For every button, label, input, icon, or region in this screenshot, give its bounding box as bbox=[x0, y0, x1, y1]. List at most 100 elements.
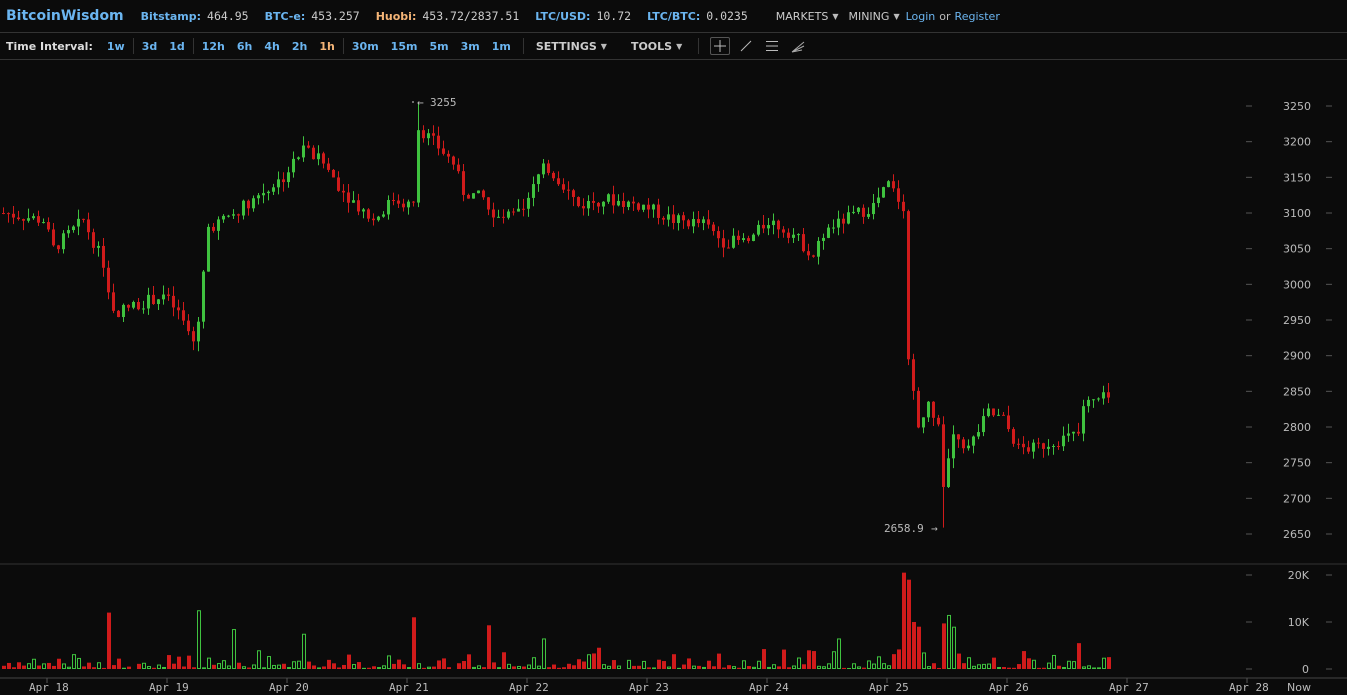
brand-logo[interactable]: BitcoinWisdom bbox=[6, 8, 124, 24]
price-chart[interactable]: 3250 3200 3150 3100 3050 3000 2950 2900 2850 2800… bbox=[0, 61, 1347, 695]
volume-bar bbox=[897, 649, 901, 669]
candle-body bbox=[92, 232, 95, 248]
volume-bar bbox=[832, 651, 836, 670]
candle-body bbox=[1067, 433, 1070, 436]
volume-bar bbox=[767, 666, 771, 670]
candle-body bbox=[87, 219, 90, 233]
time-interval-label: Time Interval: bbox=[6, 39, 93, 53]
top-bar: BitcoinWisdom Bitstamp: 464.95 BTC-e: 45… bbox=[0, 0, 1347, 33]
volume-bar bbox=[982, 663, 986, 670]
candle-body bbox=[292, 158, 295, 173]
interval-1d[interactable]: 1d bbox=[169, 39, 185, 53]
ticker-huobi-label[interactable]: Huobi: bbox=[375, 9, 417, 23]
login-link[interactable]: Login bbox=[905, 9, 936, 23]
candle-body bbox=[887, 181, 890, 188]
interval-4h[interactable]: 4h bbox=[264, 39, 280, 53]
ticker-btce-label[interactable]: BTC-e: bbox=[264, 9, 306, 23]
volume-bar bbox=[567, 663, 571, 669]
volume-bar bbox=[857, 666, 861, 669]
interval-1w[interactable]: 1w bbox=[106, 39, 125, 53]
candle-body bbox=[562, 184, 565, 190]
volume-bar bbox=[357, 662, 361, 669]
volume-bar bbox=[167, 655, 171, 670]
candle-body bbox=[282, 179, 285, 183]
candle-body bbox=[902, 201, 905, 212]
volume-bar bbox=[437, 660, 441, 670]
tools-menu[interactable]: TOOLS bbox=[630, 39, 673, 53]
candle-body bbox=[52, 229, 55, 246]
volume-bar bbox=[907, 579, 911, 670]
volume-bar bbox=[267, 656, 271, 670]
candle-body bbox=[552, 172, 555, 179]
chevron-down-icon: ▼ bbox=[893, 11, 900, 21]
ticker-bitstamp-label[interactable]: Bitstamp: bbox=[140, 9, 202, 23]
price-tick-label: 3050 bbox=[1283, 243, 1311, 256]
candle-body bbox=[892, 181, 895, 189]
time-tick-label: Apr 18 bbox=[29, 681, 69, 694]
interval-15m[interactable]: 15m bbox=[390, 39, 418, 53]
volume-bar bbox=[642, 660, 646, 669]
fan-icon[interactable] bbox=[788, 37, 808, 55]
interval-3d[interactable]: 3d bbox=[141, 39, 158, 53]
price-tick-label: 3100 bbox=[1283, 207, 1311, 220]
volume-bar bbox=[1087, 665, 1091, 669]
candle-body bbox=[532, 184, 535, 198]
price-tick-label: 2900 bbox=[1283, 350, 1311, 363]
candle-body bbox=[792, 234, 795, 238]
volume-bar bbox=[527, 664, 531, 669]
ticker-ltcbtc-label[interactable]: LTC/BTC: bbox=[647, 9, 701, 23]
candle-body bbox=[337, 177, 340, 191]
candle-body bbox=[227, 215, 230, 217]
candle-body bbox=[857, 207, 860, 212]
interval-1m[interactable]: 1m bbox=[491, 39, 511, 53]
candle-body bbox=[177, 307, 180, 311]
volume-bar bbox=[962, 663, 966, 670]
time-tick-label: Apr 27 bbox=[1109, 681, 1149, 694]
candle-body bbox=[747, 238, 750, 241]
time-tick-label: Apr 23 bbox=[629, 681, 669, 694]
price-tick-label: 3250 bbox=[1283, 100, 1311, 113]
candle-body bbox=[657, 204, 660, 218]
volume-bar bbox=[52, 665, 56, 670]
ticker-ltcusd-label[interactable]: LTC/USD: bbox=[535, 9, 591, 23]
candle-body bbox=[117, 310, 120, 318]
parallel-lines-icon[interactable] bbox=[762, 37, 782, 55]
candle-body bbox=[787, 232, 790, 238]
candle-body bbox=[1017, 443, 1020, 445]
interval-12h[interactable]: 12h bbox=[201, 39, 225, 53]
candle-body bbox=[497, 216, 500, 218]
interval-5m[interactable]: 5m bbox=[429, 39, 449, 53]
interval-1h[interactable]: 1h bbox=[319, 39, 335, 53]
candle-body bbox=[492, 209, 495, 218]
candle-body bbox=[822, 237, 825, 241]
time-tick-label: Apr 19 bbox=[149, 681, 189, 694]
register-link[interactable]: Register bbox=[954, 9, 1000, 23]
candle-body bbox=[927, 401, 930, 418]
crosshair-icon[interactable] bbox=[710, 37, 731, 55]
volume-bar bbox=[837, 638, 841, 670]
candle-body bbox=[867, 214, 870, 217]
candle-body bbox=[1092, 399, 1095, 401]
candle-body bbox=[387, 200, 390, 215]
chevron-down-icon: ▼ bbox=[832, 11, 839, 21]
markets-menu[interactable]: MARKETS bbox=[775, 9, 829, 23]
volume-bar bbox=[772, 664, 776, 670]
volume-bar bbox=[782, 649, 786, 670]
candle-body bbox=[677, 215, 680, 224]
candle-body bbox=[32, 216, 35, 219]
settings-menu[interactable]: SETTINGS bbox=[535, 39, 597, 53]
interval-6h[interactable]: 6h bbox=[236, 39, 253, 53]
line-icon[interactable] bbox=[736, 37, 756, 55]
interval-2h[interactable]: 2h bbox=[291, 39, 308, 53]
volume-bar bbox=[1072, 661, 1076, 670]
volume-bar bbox=[432, 666, 436, 669]
candle-body bbox=[727, 247, 730, 249]
interval-30m[interactable]: 30m bbox=[351, 39, 379, 53]
time-axis: Apr 18 Apr 19 Apr 20 Apr 21 Apr 22 Apr 23 Apr … bbox=[0, 677, 1347, 694]
volume-bar bbox=[547, 667, 551, 669]
price-axis: 3250 3200 3150 3100 3050 3000 2950 2900 2850 2800… bbox=[1246, 100, 1332, 541]
interval-3m[interactable]: 3m bbox=[460, 39, 480, 53]
candle-body bbox=[647, 204, 650, 210]
candle-body bbox=[922, 417, 925, 428]
mining-menu[interactable]: MINING bbox=[848, 9, 890, 23]
